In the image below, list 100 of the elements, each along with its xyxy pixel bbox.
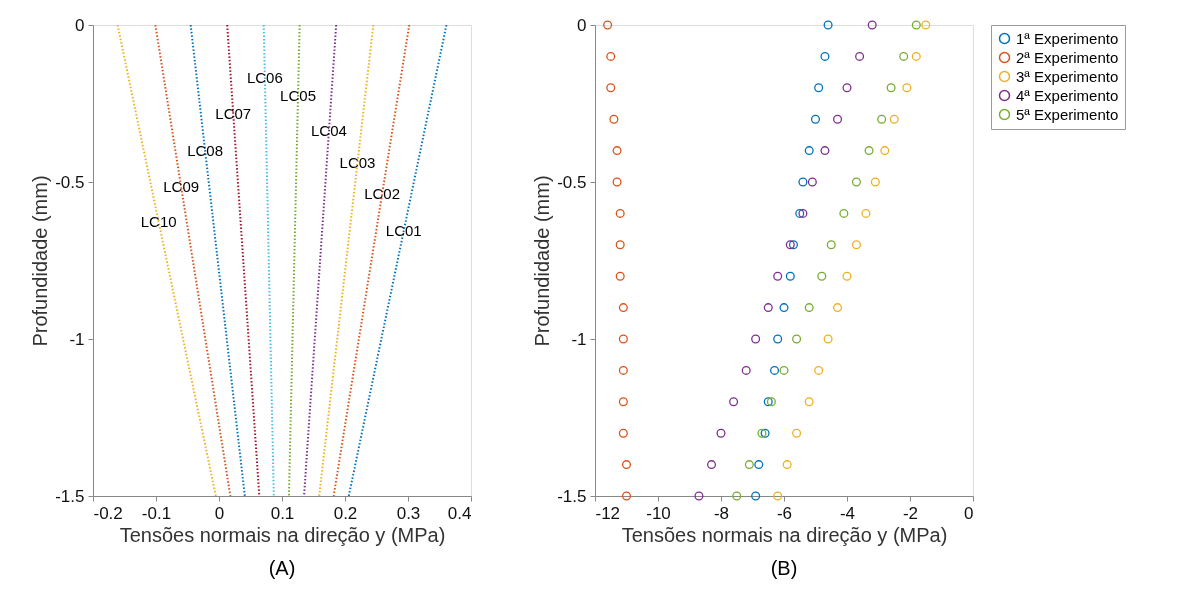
point [773,491,783,501]
point [615,208,625,218]
point [612,177,622,187]
point [751,491,761,501]
point [911,51,921,61]
point [833,303,843,313]
point [902,83,912,93]
point [842,271,852,281]
point [889,114,899,124]
x-tick-label: -2 [902,503,919,523]
point [763,303,773,313]
point [618,397,628,407]
series-label: LC02 [364,185,401,203]
point [615,240,625,250]
point [842,83,852,93]
point [886,83,896,93]
x-tick-label: -12 [595,503,621,523]
x-tick-label: -0.1 [141,503,172,523]
point [779,303,789,313]
series-label: LC03 [339,154,376,171]
x-tick-label: -10 [646,503,671,523]
point [773,334,783,344]
y-tick-label: -1.5 [557,486,587,506]
series-label: LC04 [311,121,347,139]
point [618,334,628,344]
legend-label: 3ª Experimento [1016,67,1119,85]
y-tick-label: -1.5 [55,486,85,506]
point [839,208,849,218]
series-label: LC09 [163,178,200,196]
point [921,20,931,30]
point [603,20,613,30]
point [880,146,890,156]
x-tick-label: 0.3 [396,503,421,523]
series-label: LC01 [385,221,422,239]
point [729,397,739,407]
x-axis-title: Tensões normais na direção y (MPa) [119,523,446,546]
y-tick-label: -0.5 [557,172,587,192]
point [606,83,616,93]
point [785,271,795,281]
point [770,365,780,375]
point [618,428,628,438]
series-label: LC06 [246,69,283,87]
point [823,334,833,344]
point [612,146,622,156]
x-tick-label: -0.2 [93,503,123,523]
point [851,240,861,250]
x-tick-label: 0 [964,503,974,523]
point [707,460,717,470]
point [798,177,808,187]
point [814,83,824,93]
point [792,334,802,344]
point [823,20,833,30]
point [751,334,761,344]
legend-label: 2ª Experimento [1016,48,1119,66]
point [744,460,754,470]
point [792,428,802,438]
point [826,240,836,250]
point [911,20,921,30]
point [773,271,783,281]
point [716,428,726,438]
point [820,146,830,156]
legend-label: 4ª Experimento [1016,86,1119,104]
y-axis-title: Profundidade (mm) [29,175,52,347]
legend-label: 5ª Experimento [1016,105,1119,123]
point [779,365,789,375]
y-axis-title: Profundidade (mm) [531,175,554,347]
point [899,51,909,61]
x-tick-label: 0.1 [270,503,295,523]
point [817,271,827,281]
point [621,460,632,470]
series-label: LC07 [215,105,252,123]
series-label: LC05 [280,86,316,104]
x-tick-label: -8 [713,503,730,523]
point [877,114,887,124]
point [609,114,619,124]
y-tick-label: -1 [571,329,587,349]
point [732,491,742,501]
point [810,114,821,124]
point [782,460,792,470]
text: (A) [268,557,296,579]
point [855,51,865,61]
y-tick-label: 0 [75,15,85,35]
point [867,20,877,30]
x-axis-title: Tensões normais na direção y (MPa) [621,523,948,546]
point [741,365,751,375]
series-label: LC08 [187,141,224,159]
point [754,460,764,470]
point [621,491,632,501]
point [820,51,830,61]
point [851,177,861,187]
y-tick-label: -0.5 [55,172,85,192]
x-tick-label: 0 [214,503,225,523]
series-label: LC10 [140,212,177,230]
y-tick-label: 0 [577,15,587,35]
x-tick-label: 0.2 [333,503,358,523]
point [864,146,874,156]
point [861,208,871,218]
point [804,303,814,313]
x-tick-label: 0.4 [447,503,472,523]
y-tick-label: -1 [69,329,85,349]
